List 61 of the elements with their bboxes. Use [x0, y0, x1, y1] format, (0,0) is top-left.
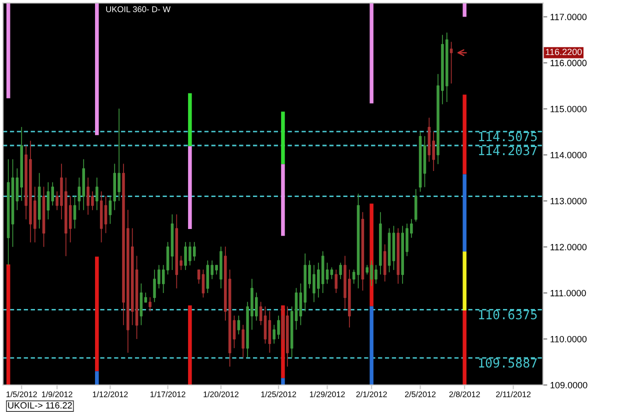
ref-line-label: 114.5075 [478, 132, 537, 142]
x-tick-label: 1/20/2012 [204, 391, 238, 398]
bar [95, 3, 99, 136]
candlestick [242, 324, 244, 358]
ref-line-label: 110.6375 [478, 310, 537, 320]
text: 116.2200 [546, 48, 582, 56]
x-tick-label: 2/8/2012 [449, 391, 480, 398]
x-tick-label: 2/5/2012 [405, 391, 436, 398]
bar [462, 252, 466, 310]
bar [281, 112, 285, 164]
candlestick [144, 292, 148, 303]
bar [6, 3, 10, 98]
y-tick-label: 115.0000 [550, 106, 587, 112]
y-tick-label: 114.0000 [550, 152, 587, 158]
candlestick [379, 212, 382, 275]
candlestick [334, 270, 338, 294]
y-tick-label: 116.0000 [550, 60, 587, 66]
x-tick-label: 1/12/2012 [92, 391, 128, 398]
ref-line-label: 109.5887 [478, 358, 537, 368]
y-tick-label: 113.0000 [550, 198, 587, 204]
x-tick-label: 1/25/2012 [261, 391, 296, 398]
x-tick-label: 1/17/2012 [150, 391, 186, 398]
candlestick [82, 159, 86, 211]
candlestick [352, 270, 356, 284]
candlestick [414, 188, 418, 222]
candlestick [321, 251, 324, 294]
bar [370, 3, 374, 104]
y-tick-label: 109.0000 [550, 382, 588, 388]
chart-title: UKOIL 360- D- W [106, 6, 171, 12]
bar [6, 264, 10, 385]
bar [95, 371, 99, 385]
bar [462, 3, 466, 17]
bar [95, 256, 99, 372]
y-tick-label: 110.0000 [550, 336, 587, 342]
bar [462, 310, 466, 385]
bar [188, 305, 192, 385]
x-tick-label: 1/29/2012 [310, 391, 345, 398]
bar [370, 306, 374, 385]
candlestick [383, 244, 386, 282]
bar [281, 164, 285, 236]
candlestick [339, 262, 342, 280]
candlestick [206, 260, 210, 294]
x-tick-label: 1/9/2012 [42, 391, 72, 398]
y-tick-label: 112.0000 [550, 244, 587, 250]
x-tick-label: 2/1/2012 [356, 391, 387, 398]
x-tick-label: 1/5/2012 [6, 391, 37, 398]
candlestick [175, 214, 178, 289]
candlestick [396, 228, 400, 284]
ref-line-label: 114.2037 [478, 146, 537, 156]
bar [188, 93, 192, 146]
bar [188, 146, 192, 229]
candlestick [192, 242, 196, 262]
x-tick-label: 2/11/2012 [496, 391, 531, 398]
candlestick [445, 32, 448, 102]
y-tick-label: 117.0000 [550, 14, 587, 20]
candlestick [100, 191, 103, 243]
y-tick-label: 111.0000 [550, 290, 586, 296]
candlestick [96, 177, 98, 211]
candlestick [148, 297, 152, 312]
text: UKOIL-> 116.22 [8, 402, 72, 409]
bar [281, 378, 285, 385]
